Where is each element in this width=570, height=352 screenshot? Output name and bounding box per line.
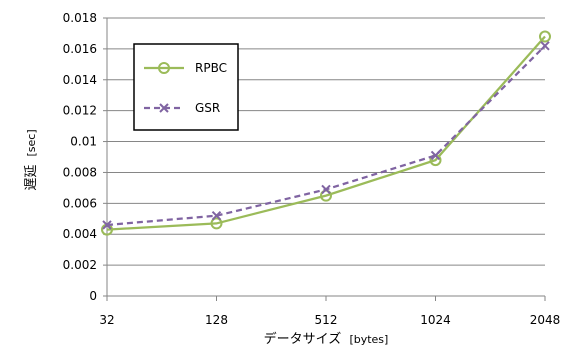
x-tick-label: 2048	[530, 313, 561, 327]
data-point-gsr	[102, 220, 112, 230]
data-point-gsr	[211, 210, 222, 221]
marker-stroke	[102, 220, 112, 230]
y-tick-label: 0.008	[63, 165, 97, 179]
data-point-rpbc	[539, 30, 551, 43]
y-tick-label: 0.012	[63, 104, 97, 118]
y-tick-labels: 0.018 0.016 0.014 0.012 0.01 0.008 0.006 0.004 0…	[63, 11, 97, 303]
y-axis-unit: [sec]	[25, 129, 38, 156]
series-line-rpbc	[106, 35, 546, 231]
legend-label-rpbc: RPBC	[195, 61, 227, 75]
marker-stroke	[159, 103, 169, 113]
y-tick-label: 0.004	[63, 227, 97, 241]
legend: RPBC GSR	[133, 43, 239, 131]
series-group	[101, 30, 551, 236]
marker-stroke	[430, 150, 441, 161]
y-tick-label: 0.018	[63, 11, 97, 25]
data-point-gsr	[321, 184, 331, 195]
x-tick-label: 32	[99, 313, 114, 327]
y-tick-label: 0.016	[63, 42, 97, 56]
y-axis-title: 遅延 [sec]	[24, 129, 39, 190]
y-axis-label: 遅延	[24, 165, 39, 191]
marker-stroke	[540, 41, 550, 51]
x-axis-unit: [bytes]	[349, 333, 388, 346]
data-point-gsr	[430, 150, 441, 161]
legend-marker-gsr	[159, 103, 169, 113]
y-tick-label: 0	[89, 289, 97, 303]
legend-box	[133, 43, 239, 131]
axes	[106, 18, 546, 301]
marker-stroke	[211, 210, 222, 221]
x-tick-label: 512	[315, 313, 338, 327]
x-tick-labels: 32 128 512 1024 2048	[99, 313, 560, 327]
y-tick-label: 0.014	[63, 73, 97, 87]
marker-stroke	[321, 184, 331, 195]
data-point-rpbc	[210, 217, 223, 230]
x-tick-label: 1024	[420, 313, 451, 327]
data-point-gsr	[540, 41, 550, 51]
y-tick-label: 0.006	[63, 196, 97, 210]
x-tick-label: 128	[205, 313, 228, 327]
y-tick-label: 0.002	[63, 258, 97, 272]
x-axis-title: データサイズ [bytes]	[264, 331, 389, 347]
y-tick-label: 0.01	[70, 135, 97, 149]
legend-label-gsr: GSR	[195, 101, 220, 115]
legend-marker-rpbc	[158, 62, 170, 74]
x-axis-label: データサイズ	[264, 331, 342, 347]
